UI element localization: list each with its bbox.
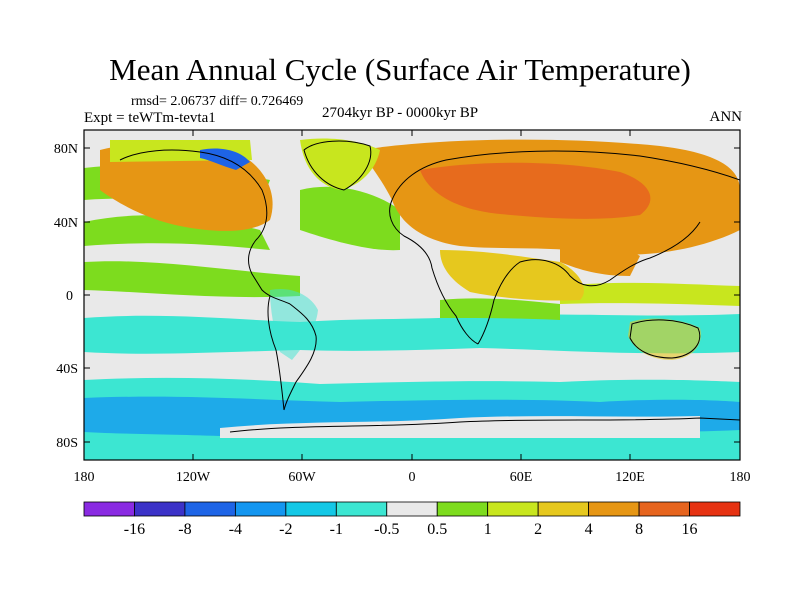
colorbar-box (588, 501, 640, 517)
lon-label-60e: 60E (510, 470, 533, 485)
coast-antarctica (229, 417, 740, 433)
lon-label-180w: 180 (74, 470, 95, 485)
colorbar-box (234, 501, 287, 517)
africa-south-asia-yellow (440, 250, 584, 301)
lon-ticks (192, 130, 631, 460)
colorbar-label: -16 (124, 521, 145, 538)
colorbar-box (335, 501, 388, 517)
lon-label-0: 0 (409, 470, 416, 485)
coast-south-america-west (267, 295, 285, 411)
season-label: ANN (709, 109, 743, 125)
colorbar-box (184, 501, 236, 517)
lon-label-120w: 120W (176, 470, 211, 485)
coast-africa-west (389, 199, 479, 345)
colorbar-label: 16 (682, 521, 698, 538)
antarctic-margin-band (84, 438, 740, 460)
colorbar-labels: -16 -8 -4 -2 -1 -0.5 0.5 1 2 4 8 16 (124, 521, 698, 538)
colorbar-box (285, 501, 337, 517)
lon-label-180e: 180 (730, 470, 751, 485)
colorbar-box (386, 501, 438, 517)
chart-title: Mean Annual Cycle (Surface Air Temperatu… (109, 52, 691, 87)
colorbar-box (638, 501, 690, 517)
australia-region (628, 318, 701, 360)
south-america-region (270, 288, 318, 360)
tropical-pacific-green-band (84, 261, 300, 298)
colorbar-box (83, 501, 135, 517)
coast-north-america (119, 149, 291, 305)
experiment-label: Expt = teWTm-tevta1 (84, 110, 216, 126)
colorbar-box (689, 501, 741, 517)
colorbar-box (134, 501, 186, 517)
lat-label-80n: 80N (54, 142, 78, 157)
west-pacific-yellow-green (560, 282, 740, 306)
period-label: 2704kyr BP - 0000kyr BP (322, 105, 479, 121)
colorbar-box (537, 501, 590, 517)
coast-africa-east-asia (477, 221, 701, 345)
india-warm (560, 239, 640, 276)
lat-label-40s: 40S (56, 362, 78, 377)
lat-label-40n: 40N (54, 216, 78, 231)
coastlines (119, 140, 740, 433)
colorbar (83, 501, 741, 517)
antarctic-white-patch (220, 416, 700, 438)
anomaly-field (84, 130, 740, 460)
lat-label-80s: 80S (56, 436, 78, 451)
lat-label-eq: 0 (66, 289, 73, 304)
colorbar-label: 8 (635, 521, 643, 538)
colorbar-label: 1 (484, 521, 492, 538)
south-tropical-cyan-band (84, 314, 740, 354)
siberia-strong-warm (420, 162, 651, 219)
colorbar-label: 0.5 (427, 521, 447, 538)
rmsd-diff-stats: rmsd= 2.06737 diff= 0.726469 (131, 94, 304, 109)
colorbar-box (436, 501, 489, 517)
lon-label-120e: 120E (615, 470, 645, 485)
coast-greenland (303, 140, 372, 191)
colorbar-label: -4 (229, 521, 242, 538)
colorbar-label: -0.5 (374, 521, 399, 538)
colorbar-label: -8 (178, 521, 191, 538)
lat-ticks (84, 147, 740, 443)
north-atlantic-green (300, 186, 400, 251)
colorbar-label: 2 (534, 521, 542, 538)
colorbar-label: 4 (585, 521, 593, 538)
colorbar-box (487, 501, 539, 517)
lon-label-60w: 60W (288, 470, 316, 485)
coast-eurasia-north (391, 150, 740, 201)
colorbar-label: -2 (279, 521, 292, 538)
colorbar-label: -1 (330, 521, 343, 538)
coast-australia (629, 319, 701, 359)
coast-south-america-east (283, 303, 317, 411)
indian-ocean-green (440, 298, 560, 320)
